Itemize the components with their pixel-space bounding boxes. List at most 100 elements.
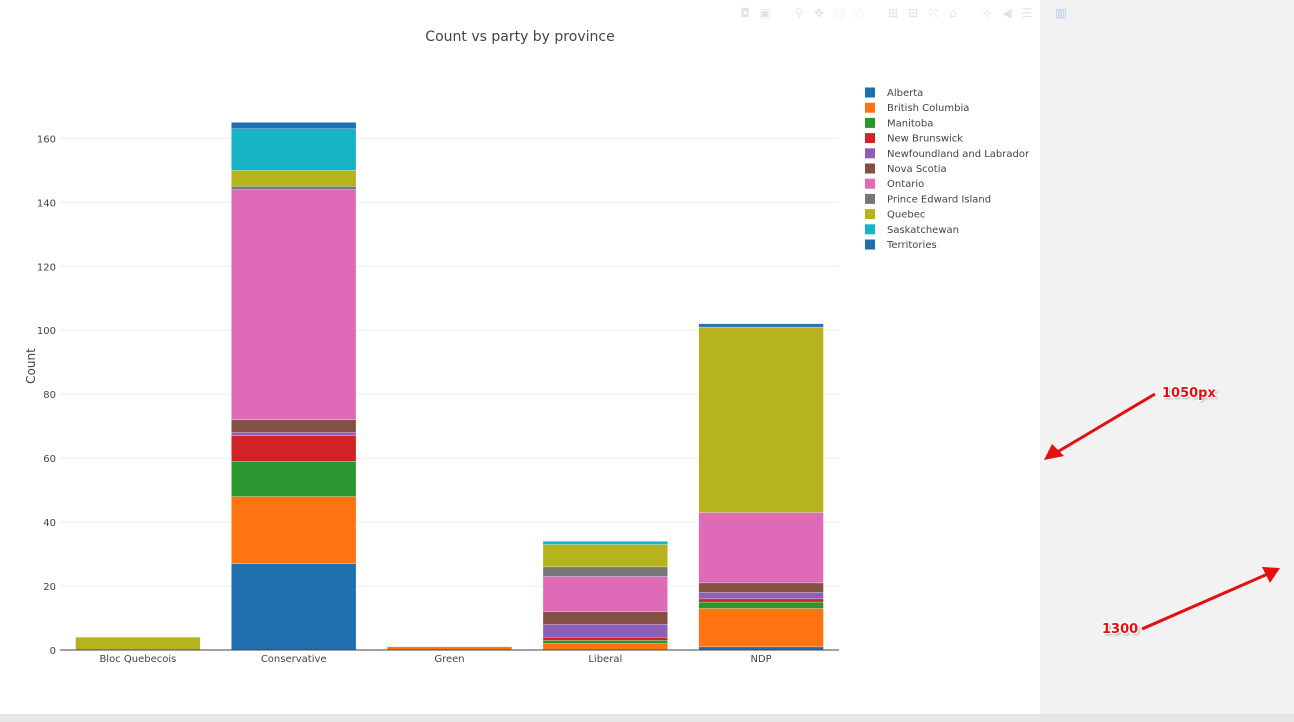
bar-segment[interactable] bbox=[542, 576, 668, 612]
pan-icon[interactable]: ✥ bbox=[813, 6, 825, 20]
modebar: ◘ ▣ ⚲ ✥ ⬚ ◌ ⊞ ⊟ ⤧ ⌂ ⊹ ◀ ☰ ▥ bbox=[738, 6, 1068, 20]
autoscale-icon[interactable]: ⤧ bbox=[928, 6, 938, 20]
spike-lines-icon[interactable]: ⊹ bbox=[981, 6, 993, 20]
y-tick-label: 40 bbox=[43, 518, 56, 529]
chart-title: Count vs party by province bbox=[425, 29, 614, 45]
plotly-logo-icon[interactable]: ▥ bbox=[1055, 6, 1067, 20]
y-tick-label: 160 bbox=[37, 134, 56, 145]
x-tick-label: Green bbox=[434, 654, 464, 665]
legend-label: Prince Edward Island bbox=[887, 194, 991, 205]
bar-segment[interactable] bbox=[698, 601, 824, 609]
bar-segment[interactable] bbox=[231, 122, 357, 130]
bar-segment[interactable] bbox=[231, 563, 357, 651]
y-tick-label: 140 bbox=[37, 198, 56, 209]
y-tick-label: 60 bbox=[43, 454, 56, 465]
legend-swatch bbox=[865, 148, 875, 159]
zoom-out-icon[interactable]: ⊟ bbox=[907, 6, 919, 20]
legend: Alberta British Columbia Manitoba New Bruns… bbox=[865, 87, 1030, 252]
legend-label: Saskatchewan bbox=[887, 225, 959, 236]
legend-item[interactable]: Nova Scotia bbox=[865, 163, 947, 176]
box-select-icon[interactable]: ⬚ bbox=[833, 6, 845, 20]
legend-label: Alberta bbox=[887, 88, 923, 99]
bar-segment[interactable] bbox=[698, 582, 824, 593]
bar-segment[interactable] bbox=[542, 611, 668, 625]
legend-label: Nova Scotia bbox=[887, 164, 947, 175]
bar-segment[interactable] bbox=[542, 624, 668, 638]
x-tick-label: NDP bbox=[750, 654, 771, 665]
legend-swatch bbox=[865, 239, 875, 250]
gridlines bbox=[60, 137, 839, 587]
annotation-width-label: 1050px bbox=[1162, 386, 1216, 401]
bar-segment[interactable] bbox=[231, 435, 357, 462]
legend-label: Quebec bbox=[887, 210, 925, 221]
bar-segment[interactable] bbox=[231, 419, 357, 433]
bar-segment[interactable] bbox=[231, 186, 357, 190]
hover-closest-icon[interactable]: ◀ bbox=[1002, 6, 1012, 20]
bar-segment[interactable] bbox=[542, 640, 668, 644]
legend-item[interactable]: Saskatchewan bbox=[865, 224, 959, 236]
legend-label: New Brunswick bbox=[887, 134, 963, 145]
legend-item[interactable]: Newfoundland and Labrador bbox=[865, 148, 1030, 160]
bar-segment[interactable] bbox=[698, 512, 824, 584]
zoom-in-icon[interactable]: ⊞ bbox=[887, 6, 899, 20]
x-tick-label: Conservative bbox=[261, 654, 327, 665]
legend-item[interactable]: Manitoba bbox=[865, 117, 933, 129]
legend-item[interactable]: Quebec bbox=[865, 209, 925, 221]
legend-label: Territories bbox=[886, 240, 937, 251]
arrow-annotation-1050 bbox=[1044, 392, 1156, 460]
legend-item[interactable]: Ontario bbox=[865, 178, 924, 191]
legend-swatch bbox=[865, 163, 875, 174]
x-tick-label: Bloc Quebecois bbox=[99, 654, 176, 665]
legend-label: Ontario bbox=[887, 179, 924, 190]
bar-segment[interactable] bbox=[542, 636, 668, 641]
bar-segment[interactable] bbox=[231, 432, 357, 437]
bars bbox=[75, 122, 824, 651]
y-tick-label: 0 bbox=[50, 646, 56, 657]
save-icon[interactable]: ▣ bbox=[759, 6, 771, 20]
bar-segment[interactable] bbox=[698, 598, 824, 603]
bottom-scrollbar-area bbox=[0, 714, 1294, 722]
lasso-icon[interactable]: ◌ bbox=[853, 6, 865, 20]
legend-swatch bbox=[865, 193, 875, 204]
bar-segment[interactable] bbox=[542, 566, 668, 577]
x-tick-label: Liberal bbox=[588, 654, 622, 665]
zoom-icon[interactable]: ⚲ bbox=[794, 6, 804, 20]
legend-label: Newfoundland and Labrador bbox=[887, 149, 1030, 160]
legend-swatch bbox=[865, 209, 875, 220]
bar-segment[interactable] bbox=[698, 323, 824, 328]
bar-segment[interactable] bbox=[542, 643, 668, 651]
legend-swatch bbox=[865, 178, 875, 189]
bar-segment[interactable] bbox=[542, 544, 668, 568]
legend-item[interactable]: Alberta bbox=[865, 87, 923, 100]
legend-item[interactable]: British Columbia bbox=[865, 102, 969, 115]
bar-segment[interactable] bbox=[231, 496, 357, 564]
legend-swatch bbox=[865, 117, 875, 128]
bar-segment[interactable] bbox=[231, 170, 357, 187]
annotation-total-label: 1300 bbox=[1102, 622, 1139, 637]
bar-segment[interactable] bbox=[698, 326, 824, 513]
arrow-annotation-1300 bbox=[1141, 567, 1280, 631]
legend-label: Manitoba bbox=[887, 118, 933, 129]
legend-item[interactable]: Territories bbox=[865, 239, 937, 252]
y-axis-ticks: 0 20 40 60 80 100 120 140 160 bbox=[37, 134, 56, 657]
legend-swatch bbox=[865, 133, 875, 144]
hover-compare-icon[interactable]: ☰ bbox=[1021, 6, 1033, 20]
plot-container: ◘ ▣ ⚲ ✥ ⬚ ◌ ⊞ ⊟ ⤧ ⌂ ⊹ ◀ ☰ ▥ 0 20 40 60 80 100 120 140 160 Blo… bbox=[0, 0, 1067, 714]
y-tick-label: 120 bbox=[37, 262, 56, 273]
legend-item[interactable]: New Brunswick bbox=[865, 133, 963, 145]
bar-segment[interactable] bbox=[75, 636, 201, 651]
bar-segment[interactable] bbox=[698, 608, 824, 648]
bar-segment[interactable] bbox=[698, 592, 824, 600]
legend-swatch bbox=[865, 87, 875, 98]
bar-segment[interactable] bbox=[231, 461, 357, 497]
legend-swatch bbox=[865, 224, 875, 235]
bar-segment[interactable] bbox=[542, 541, 668, 545]
reset-axes-icon[interactable]: ⌂ bbox=[949, 6, 957, 20]
x-axis-ticks: Bloc Quebecois Conservative Green Liberal ND… bbox=[99, 654, 771, 665]
camera-icon[interactable]: ◘ bbox=[740, 6, 750, 20]
y-tick-label: 80 bbox=[43, 390, 56, 401]
legend-item[interactable]: Prince Edward Island bbox=[865, 193, 991, 206]
bar-segment[interactable] bbox=[231, 189, 357, 421]
legend-swatch bbox=[865, 102, 875, 113]
bar-segment[interactable] bbox=[231, 128, 357, 171]
